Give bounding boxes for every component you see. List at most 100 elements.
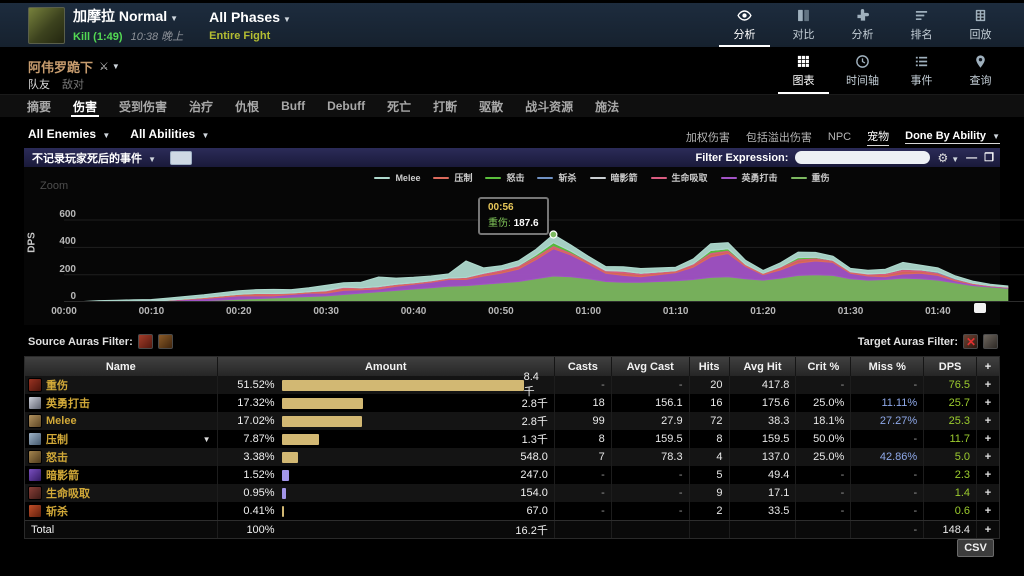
phase-selector[interactable]: All Phases [209,8,280,25]
legend-item[interactable]: 斩杀 [537,171,577,184]
view-grid[interactable]: 图表 [774,47,833,94]
table-row[interactable]: 暗影箭 1.52% 247.0- -5 49.4- -2.3 + [25,466,999,484]
tab-战斗资源[interactable]: 战斗资源 [525,99,574,114]
ability-name[interactable]: 生命吸取 [46,488,90,500]
tab-受到伤害[interactable]: 受到伤害 [119,99,168,114]
expand-cell[interactable]: + [984,451,992,463]
expand-cell[interactable]: + [984,469,992,481]
top-nav-compare[interactable]: 对比 [774,3,833,47]
expand-cell[interactable]: + [984,379,992,391]
ability-name[interactable]: 重伤 [46,380,68,392]
expand-cell[interactable]: + [984,433,992,445]
filter-link[interactable]: 包括溢出伤害 [745,132,812,144]
legend-item[interactable]: 重伤 [790,171,830,184]
tab-Buff[interactable]: Buff [281,99,306,113]
legend-item[interactable]: 英勇打击 [720,171,778,184]
gear-icon[interactable]: ⚙ ▼ [937,150,960,165]
ability-icon[interactable] [28,378,42,392]
legend-item[interactable]: 怒击 [485,171,524,184]
expand-cell[interactable]: + [984,505,992,517]
column-header-crit-[interactable]: Crit % [796,357,852,376]
ability-name[interactable]: 英勇打击 [46,398,90,410]
top-nav-ranking[interactable]: 排名 [892,3,951,47]
legend-item[interactable]: Melee [374,171,420,184]
side-tab[interactable]: 敌对 [62,79,84,91]
ability-name[interactable]: Melee [46,415,77,427]
tab-施法[interactable]: 施法 [595,99,620,114]
table-row[interactable]: 斩杀 0.41% 67.0- -2 33.5- -0.6 + [25,502,999,520]
ability-icon[interactable] [28,432,42,446]
tab-死亡[interactable]: 死亡 [387,99,412,114]
death-filter-checkbox[interactable] [169,150,192,165]
chevron-down-icon[interactable]: ▼ [111,62,120,71]
tab-驱散[interactable]: 驱散 [479,99,504,114]
source-aura-icon[interactable] [157,334,173,349]
chevron-down-icon[interactable]: ▼ [202,434,211,444]
expand-cell[interactable]: + [984,397,992,409]
tab-仇恨[interactable]: 仇恨 [235,99,260,114]
tab-摘要[interactable]: 摘要 [27,99,52,114]
filter-link[interactable]: NPC [827,131,852,143]
legend-item[interactable]: 压制 [433,171,472,184]
legend-item[interactable]: 暗影箭 [589,171,638,184]
stacked-area-plot[interactable] [64,190,1024,302]
ability-icon[interactable] [28,396,42,410]
ability-icon[interactable] [28,504,42,518]
boss-portrait[interactable] [28,6,65,44]
filter-dropdown[interactable]: All Enemies ▼ [28,127,111,141]
filter-link[interactable]: Done By Ability ▼ [905,130,1000,144]
minimize-icon[interactable]: — [966,151,978,164]
side-tab[interactable]: 队友 [28,79,50,91]
boss-name[interactable]: 加摩拉 Normal [73,8,168,24]
ability-name[interactable]: 压制 [46,434,68,446]
ability-icon[interactable] [28,486,42,500]
ability-name[interactable]: 斩杀 [46,506,68,518]
tab-Debuff[interactable]: Debuff [327,99,366,113]
tab-伤害[interactable]: 伤害 [62,95,108,117]
column-header-+[interactable]: + [984,360,992,373]
column-header-casts[interactable]: Casts [555,357,612,376]
tab-治疗[interactable]: 治疗 [189,99,214,114]
column-header-miss-[interactable]: Miss % [851,357,925,376]
ability-name[interactable]: 怒击 [46,452,68,464]
filter-expression-input[interactable] [795,151,931,164]
filter-link[interactable]: 宠物 [867,128,890,146]
expand-cell[interactable]: + [984,415,992,427]
legend-item[interactable]: 生命吸取 [650,171,708,184]
death-filter-dropdown[interactable]: 不记录玩家死后的事件 ▼ [32,152,156,165]
column-header-name[interactable]: Name [25,357,218,376]
top-nav-eye[interactable]: 分析 [715,3,774,47]
expand-cell[interactable]: + [984,487,992,499]
chart-scrollbar-handle[interactable] [974,303,986,313]
table-row[interactable]: 生命吸取 0.95% 154.0- -9 17.1- -1.4 + [25,484,999,502]
csv-export-button[interactable]: CSV [957,539,994,557]
ability-icon[interactable] [28,414,42,428]
view-list[interactable]: 事件 [892,47,951,94]
maximize-icon[interactable]: ❒ [984,151,994,164]
view-pin[interactable]: 查询 [951,47,1010,94]
total-expand-cell[interactable]: + [984,523,992,536]
column-header-dps[interactable]: DPS [924,357,978,376]
filter-dropdown[interactable]: All Abilities ▼ [130,127,210,141]
table-row[interactable]: 压制 ▼ 7.87% 1.3千 8 159.5 8 159.5 50.0% -11.7 + [25,430,999,448]
column-header-avg-hit[interactable]: Avg Hit [730,357,797,376]
table-row[interactable]: 英勇打击 17.32% 2.8千 18 156.1 16 175.6 25.0% 11.11%… [25,394,999,412]
target-aura-icon[interactable] [963,334,978,349]
filter-link[interactable]: 加权伤害 [685,132,730,144]
ability-icon[interactable] [28,450,42,464]
top-nav-puzzle[interactable]: 分析 [833,3,892,47]
column-header-hits[interactable]: Hits [690,357,730,376]
column-header-avg-cast[interactable]: Avg Cast [612,357,690,376]
table-row[interactable]: 重伤 51.52% 8.4千 - -20 417.8- -76.5 + [25,371,999,398]
top-nav-replay[interactable]: 回放 [951,3,1010,47]
source-aura-icon[interactable] [137,334,153,349]
table-row[interactable]: 怒击 3.38% 548.0 7 78.3 4 137.0 25.0% 42.86% 5.0 + [25,448,999,466]
ability-icon[interactable] [28,468,42,482]
tab-打断[interactable]: 打断 [433,99,458,114]
column-header-amount[interactable]: Amount [218,357,555,376]
ability-name[interactable]: 暗影箭 [46,470,79,482]
target-aura-icon[interactable] [983,334,998,349]
player-name[interactable]: 阿伟罗跪下 [28,60,94,75]
table-row[interactable]: Melee 17.02% 2.8千 99 27.9 72 38.3 18.1% 27.27% 2… [25,412,999,430]
view-clock[interactable]: 时间轴 [833,47,892,94]
